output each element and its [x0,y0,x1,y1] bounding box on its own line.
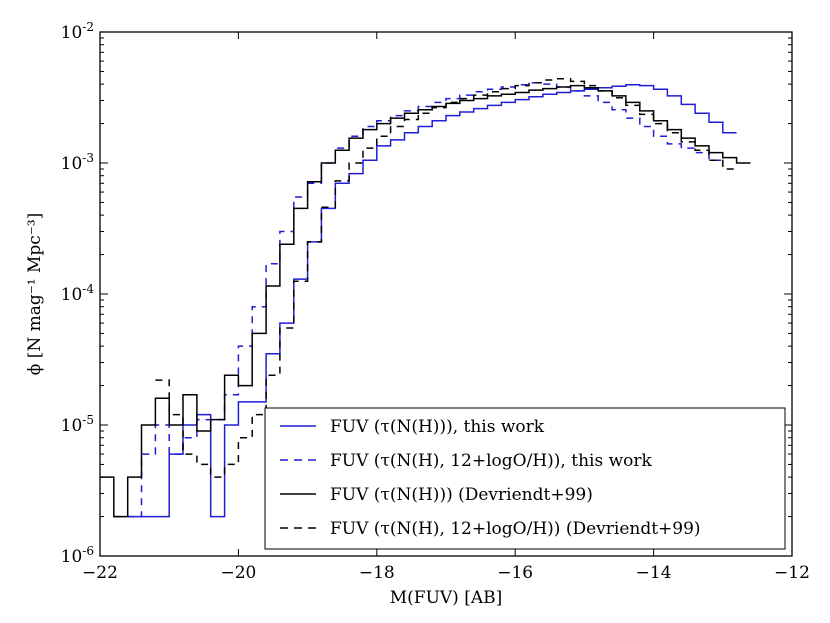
legend-label-2: FUV (τ(N(H))) (Devriendt+99) [330,485,593,505]
y-tick-label: 10-2 [61,20,94,43]
x-tick-label: −12 [774,563,810,583]
y-tick-label: 10-3 [61,151,94,174]
x-tick-label: −18 [359,563,395,583]
legend-box [264,407,786,550]
y-tick-label: 10-4 [61,282,95,305]
series-line-0 [127,84,737,518]
legend: FUV (τ(N(H))), this work FUV (τ(N(H), 12… [264,407,786,550]
y-tick-label: 10-6 [61,544,94,567]
y-axis: 10-6 10-5 10-4 10-3 10-2 [61,20,792,567]
x-tick-label: −16 [497,563,533,583]
legend-label-3: FUV (τ(N(H), 12+logO/H)) (Devriendt+99) [330,519,701,539]
legend-label-1: FUV (τ(N(H), 12+logO/H)), this work [330,451,652,471]
x-tick-label: −14 [636,563,672,583]
x-tick-label: −22 [82,563,118,583]
series-line-3 [155,77,737,478]
y-tick-label: 10-5 [61,413,94,436]
y-axis-label: ϕ [N mag⁻¹ Mpc⁻³] [25,213,45,375]
x-axis-label: M(FUV) [AB] [390,588,503,608]
series-line-1 [113,81,723,518]
x-tick-label: −20 [220,563,256,583]
x-axis: −22 −20 −18 −16 −14 −12 [82,32,810,583]
plot-series [100,77,751,518]
legend-label-0: FUV (τ(N(H))), this work [330,417,545,437]
